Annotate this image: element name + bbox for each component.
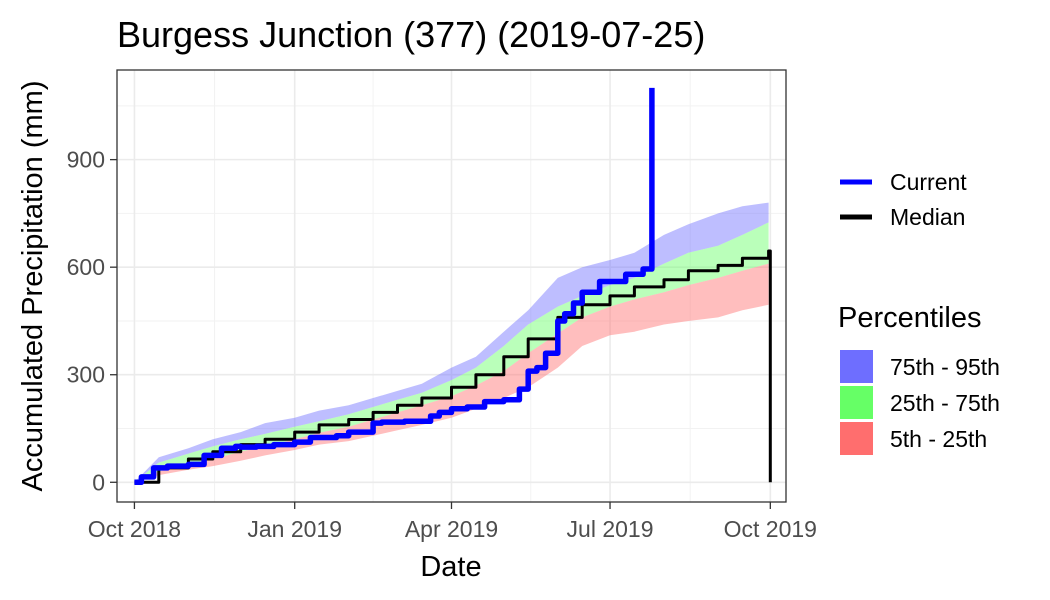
legend-label-band: 5th - 25th [890,426,987,452]
x-tick-label: Oct 2018 [88,516,181,542]
legend-swatch-band [840,350,873,383]
band-25-75 [134,222,769,483]
y-tick-label: 0 [92,469,105,495]
legend-label-median: Median [890,204,965,230]
current-line [134,87,655,486]
y-axis-title: Accumulated Precipitation (mm) [17,81,49,492]
y-tick-label: 900 [67,147,105,173]
percentile-bands [134,202,769,483]
x-axis-title: Date [420,551,481,583]
y-tick-label: 600 [67,254,105,280]
legend-percentiles-title: Percentiles [838,302,981,334]
x-tick-label: Apr 2019 [405,516,498,542]
x-tick-label: Jul 2019 [567,516,654,542]
gridlines [117,70,786,502]
y-tick-label: 300 [67,362,105,388]
chart-title: Burgess Junction (377) (2019-07-25) [117,14,705,55]
y-axis: 0 300 600 900 [67,147,117,495]
band-5-25 [134,263,769,483]
legend-label-band: 75th - 95th [890,354,1000,380]
x-axis: Oct 2018 Jan 2019 Apr 2019 Jul 2019 Oct 2019 [88,502,817,542]
band-75-95 [134,202,769,483]
x-tick-label: Jan 2019 [247,516,342,542]
legend-label-band: 25th - 75th [890,390,1000,416]
legend-swatch-band [840,386,873,419]
legend-swatch-band [840,422,873,455]
legend-label-current: Current [890,169,967,195]
x-tick-label: Oct 2019 [724,516,817,542]
legend: Current Median Percentiles 75th - 95th 25th … [838,169,1000,455]
series-lines [134,87,772,486]
